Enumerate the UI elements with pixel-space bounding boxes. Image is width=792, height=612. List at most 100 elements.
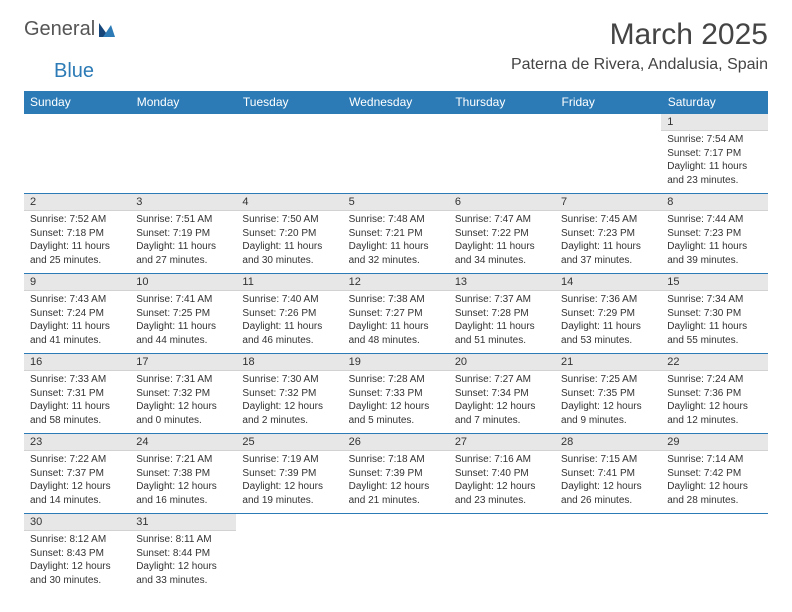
- day-details: Sunrise: 7:40 AMSunset: 7:26 PMDaylight:…: [236, 291, 342, 353]
- day-number: 30: [24, 514, 130, 531]
- daylight-text-1: Daylight: 11 hours: [667, 320, 761, 334]
- day-number: 20: [449, 354, 555, 371]
- daylight-text-1: Daylight: 12 hours: [30, 560, 124, 574]
- calendar-week-row: 1Sunrise: 7:54 AMSunset: 7:17 PMDaylight…: [24, 114, 768, 194]
- daylight-text-1: Daylight: 12 hours: [30, 480, 124, 494]
- calendar-day-cell: 29Sunrise: 7:14 AMSunset: 7:42 PMDayligh…: [661, 434, 767, 514]
- sunrise-text: Sunrise: 7:52 AM: [30, 213, 124, 227]
- sunset-text: Sunset: 7:23 PM: [667, 227, 761, 241]
- month-title: March 2025: [511, 18, 768, 52]
- daylight-text-2: and 0 minutes.: [136, 414, 230, 428]
- sunset-text: Sunset: 7:38 PM: [136, 467, 230, 481]
- sunset-text: Sunset: 7:30 PM: [667, 307, 761, 321]
- calendar-day-cell: 27Sunrise: 7:16 AMSunset: 7:40 PMDayligh…: [449, 434, 555, 514]
- daylight-text-1: Daylight: 11 hours: [561, 320, 655, 334]
- day-details: Sunrise: 7:50 AMSunset: 7:20 PMDaylight:…: [236, 211, 342, 273]
- calendar-day-cell: 23Sunrise: 7:22 AMSunset: 7:37 PMDayligh…: [24, 434, 130, 514]
- daylight-text-2: and 34 minutes.: [455, 254, 549, 268]
- daylight-text-2: and 53 minutes.: [561, 334, 655, 348]
- calendar-day-cell: 26Sunrise: 7:18 AMSunset: 7:39 PMDayligh…: [343, 434, 449, 514]
- sunrise-text: Sunrise: 7:15 AM: [561, 453, 655, 467]
- calendar-week-row: 23Sunrise: 7:22 AMSunset: 7:37 PMDayligh…: [24, 434, 768, 514]
- day-details: Sunrise: 7:41 AMSunset: 7:25 PMDaylight:…: [130, 291, 236, 353]
- day-details: Sunrise: 7:36 AMSunset: 7:29 PMDaylight:…: [555, 291, 661, 353]
- day-number: 3: [130, 194, 236, 211]
- day-details: Sunrise: 7:34 AMSunset: 7:30 PMDaylight:…: [661, 291, 767, 353]
- calendar-empty-cell: [661, 514, 767, 594]
- daylight-text-2: and 26 minutes.: [561, 494, 655, 508]
- day-details: Sunrise: 7:22 AMSunset: 7:37 PMDaylight:…: [24, 451, 130, 513]
- calendar-day-cell: 2Sunrise: 7:52 AMSunset: 7:18 PMDaylight…: [24, 194, 130, 274]
- sunset-text: Sunset: 7:23 PM: [561, 227, 655, 241]
- daylight-text-2: and 23 minutes.: [455, 494, 549, 508]
- daylight-text-1: Daylight: 11 hours: [455, 320, 549, 334]
- daylight-text-2: and 55 minutes.: [667, 334, 761, 348]
- brand-name-1: General: [24, 18, 95, 41]
- daylight-text-2: and 28 minutes.: [667, 494, 761, 508]
- daylight-text-1: Daylight: 11 hours: [667, 240, 761, 254]
- day-number: 31: [130, 514, 236, 531]
- daylight-text-1: Daylight: 11 hours: [561, 240, 655, 254]
- daylight-text-2: and 27 minutes.: [136, 254, 230, 268]
- day-details: Sunrise: 7:14 AMSunset: 7:42 PMDaylight:…: [661, 451, 767, 513]
- sunrise-text: Sunrise: 7:31 AM: [136, 373, 230, 387]
- sunrise-text: Sunrise: 7:28 AM: [349, 373, 443, 387]
- daylight-text-2: and 14 minutes.: [30, 494, 124, 508]
- sunset-text: Sunset: 8:43 PM: [30, 547, 124, 561]
- daylight-text-1: Daylight: 11 hours: [136, 320, 230, 334]
- sunset-text: Sunset: 7:34 PM: [455, 387, 549, 401]
- day-details: Sunrise: 7:52 AMSunset: 7:18 PMDaylight:…: [24, 211, 130, 273]
- daylight-text-2: and 46 minutes.: [242, 334, 336, 348]
- daylight-text-2: and 58 minutes.: [30, 414, 124, 428]
- day-number: 23: [24, 434, 130, 451]
- calendar-empty-cell: [343, 114, 449, 194]
- calendar-day-cell: 14Sunrise: 7:36 AMSunset: 7:29 PMDayligh…: [555, 274, 661, 354]
- day-details: Sunrise: 8:12 AMSunset: 8:43 PMDaylight:…: [24, 531, 130, 593]
- sunset-text: Sunset: 7:32 PM: [242, 387, 336, 401]
- daylight-text-1: Daylight: 12 hours: [561, 480, 655, 494]
- sunrise-text: Sunrise: 7:43 AM: [30, 293, 124, 307]
- day-details: Sunrise: 7:28 AMSunset: 7:33 PMDaylight:…: [343, 371, 449, 433]
- daylight-text-1: Daylight: 12 hours: [242, 480, 336, 494]
- sunset-text: Sunset: 7:25 PM: [136, 307, 230, 321]
- sunrise-text: Sunrise: 7:41 AM: [136, 293, 230, 307]
- sunrise-text: Sunrise: 7:38 AM: [349, 293, 443, 307]
- daylight-text-2: and 9 minutes.: [561, 414, 655, 428]
- day-header: Wednesday: [343, 91, 449, 114]
- sunrise-text: Sunrise: 7:30 AM: [242, 373, 336, 387]
- calendar-empty-cell: [449, 114, 555, 194]
- day-details: Sunrise: 7:30 AMSunset: 7:32 PMDaylight:…: [236, 371, 342, 433]
- calendar-empty-cell: [555, 514, 661, 594]
- day-number: 2: [24, 194, 130, 211]
- daylight-text-1: Daylight: 12 hours: [455, 400, 549, 414]
- calendar-empty-cell: [236, 514, 342, 594]
- calendar-day-cell: 19Sunrise: 7:28 AMSunset: 7:33 PMDayligh…: [343, 354, 449, 434]
- sunset-text: Sunset: 7:24 PM: [30, 307, 124, 321]
- sunrise-text: Sunrise: 7:36 AM: [561, 293, 655, 307]
- calendar-day-cell: 8 Sunrise: 7:44 AMSunset: 7:23 PMDaylight…: [661, 194, 767, 274]
- sunset-text: Sunset: 8:44 PM: [136, 547, 230, 561]
- calendar-day-cell: 5Sunrise: 7:48 AMSunset: 7:21 PMDaylight…: [343, 194, 449, 274]
- sunrise-text: Sunrise: 7:40 AM: [242, 293, 336, 307]
- calendar-day-cell: 21Sunrise: 7:25 AMSunset: 7:35 PMDayligh…: [555, 354, 661, 434]
- day-details: Sunrise: 7:16 AMSunset: 7:40 PMDaylight:…: [449, 451, 555, 513]
- daylight-text-1: Daylight: 12 hours: [667, 480, 761, 494]
- sunrise-text: Sunrise: 7:44 AM: [667, 213, 761, 227]
- sunset-text: Sunset: 7:22 PM: [455, 227, 549, 241]
- day-number: 8: [661, 194, 767, 211]
- day-details: Sunrise: 7:24 AMSunset: 7:36 PMDaylight:…: [661, 371, 767, 433]
- day-number: 16: [24, 354, 130, 371]
- sunrise-text: Sunrise: 7:19 AM: [242, 453, 336, 467]
- calendar-week-row: 2Sunrise: 7:52 AMSunset: 7:18 PMDaylight…: [24, 194, 768, 274]
- calendar-day-cell: 11Sunrise: 7:40 AMSunset: 7:26 PMDayligh…: [236, 274, 342, 354]
- brand-logo: General: [24, 18, 117, 41]
- daylight-text-2: and 16 minutes.: [136, 494, 230, 508]
- calendar-day-cell: 24Sunrise: 7:21 AMSunset: 7:38 PMDayligh…: [130, 434, 236, 514]
- sunrise-text: Sunrise: 7:34 AM: [667, 293, 761, 307]
- sunset-text: Sunset: 7:37 PM: [30, 467, 124, 481]
- calendar-day-cell: 9Sunrise: 7:43 AMSunset: 7:24 PMDaylight…: [24, 274, 130, 354]
- sunset-text: Sunset: 7:27 PM: [349, 307, 443, 321]
- calendar-day-cell: 25Sunrise: 7:19 AMSunset: 7:39 PMDayligh…: [236, 434, 342, 514]
- daylight-text-2: and 30 minutes.: [242, 254, 336, 268]
- day-number: 12: [343, 274, 449, 291]
